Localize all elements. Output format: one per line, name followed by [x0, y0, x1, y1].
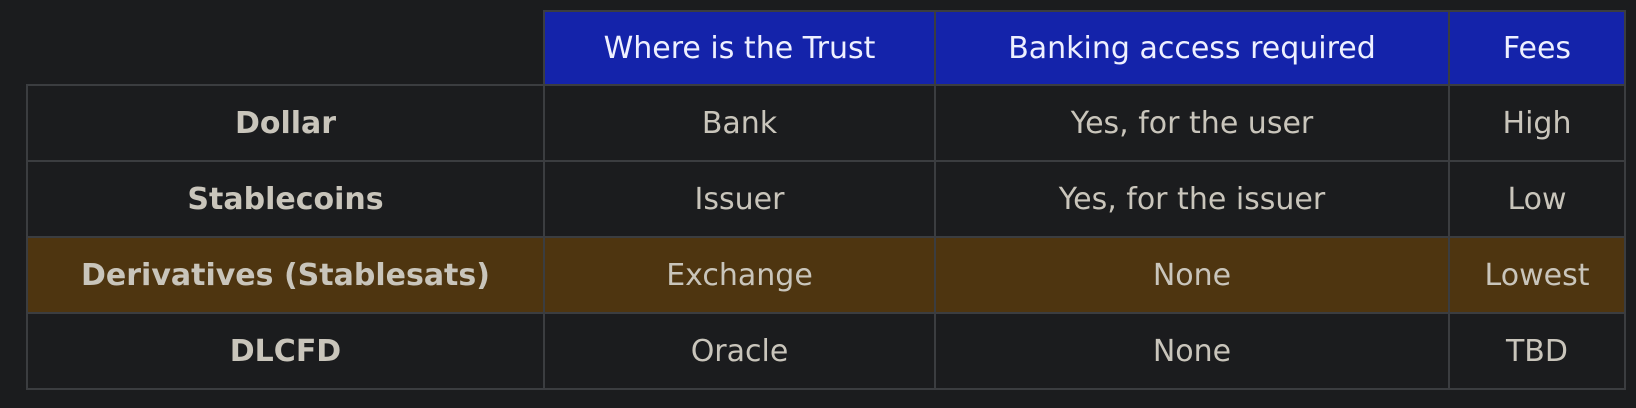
- table-corner-cell: [26, 10, 545, 86]
- cell-dlcfd-trust: Oracle: [545, 314, 936, 390]
- cell-stablecoins-banking: Yes, for the issuer: [936, 162, 1450, 238]
- column-header-trust: Where is the Trust: [545, 10, 936, 86]
- comparison-table: Where is the Trust Banking access requir…: [26, 10, 1626, 390]
- cell-stablecoins-fees: Low: [1450, 162, 1626, 238]
- cell-dlcfd-banking: None: [936, 314, 1450, 390]
- cell-derivatives-banking: None: [936, 238, 1450, 314]
- cell-derivatives-trust: Exchange: [545, 238, 936, 314]
- cell-dollar-trust: Bank: [545, 86, 936, 162]
- row-header-dlcfd: DLCFD: [26, 314, 545, 390]
- column-header-fees: Fees: [1450, 10, 1626, 86]
- cell-derivatives-fees: Lowest: [1450, 238, 1626, 314]
- row-header-stablecoins: Stablecoins: [26, 162, 545, 238]
- cell-dollar-banking: Yes, for the user: [936, 86, 1450, 162]
- column-header-banking: Banking access required: [936, 10, 1450, 86]
- cell-dlcfd-fees: TBD: [1450, 314, 1626, 390]
- row-header-derivatives: Derivatives (Stablesats): [26, 238, 545, 314]
- row-header-dollar: Dollar: [26, 86, 545, 162]
- cell-dollar-fees: High: [1450, 86, 1626, 162]
- cell-stablecoins-trust: Issuer: [545, 162, 936, 238]
